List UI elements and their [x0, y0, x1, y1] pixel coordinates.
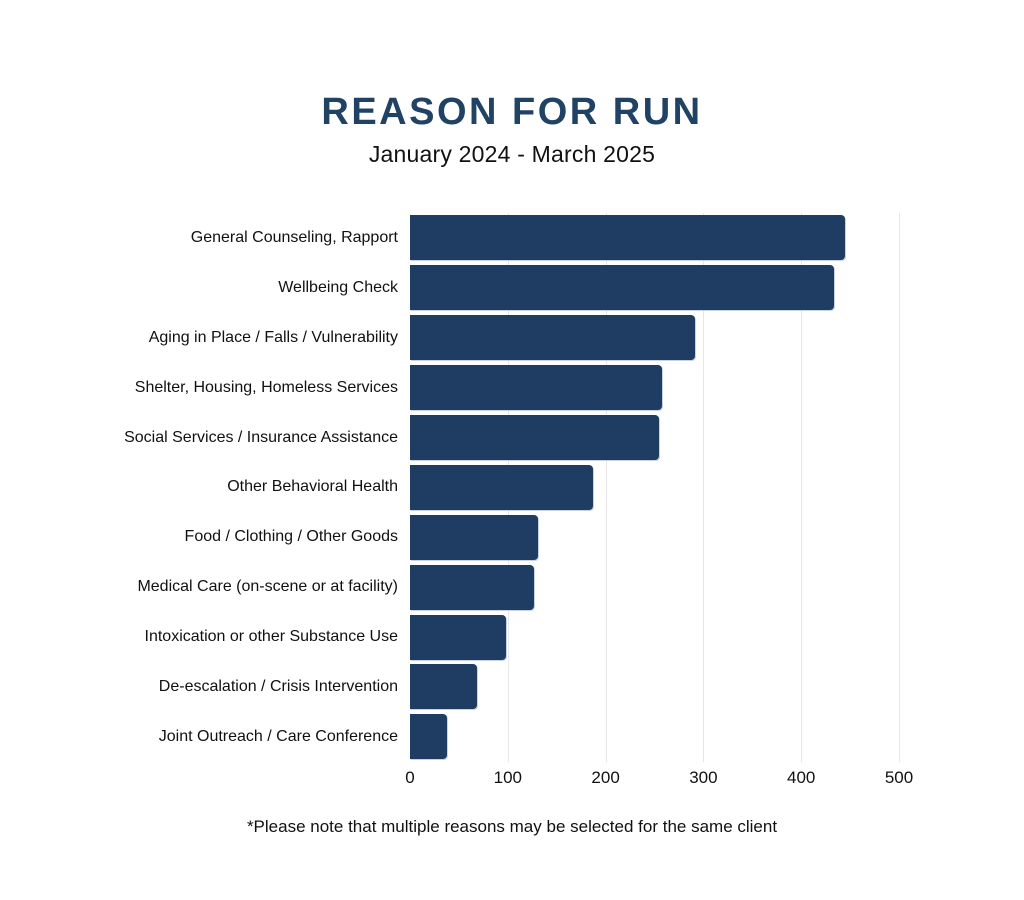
bar-5	[410, 415, 660, 460]
category-label: Aging in Place / Falls / Vulnerability	[148, 328, 398, 346]
category-label: Intoxication or other Substance Use	[144, 628, 398, 646]
bar-6	[410, 464, 593, 510]
x-axis: 0 100 200 300 400 500	[0, 768, 1024, 792]
bar-track	[410, 215, 1024, 261]
chart-header: REASON FOR RUN January 2024 - March 2025	[0, 91, 1024, 168]
gridline-x-200	[605, 213, 607, 762]
bar-1	[410, 215, 846, 261]
category-label: Social Services / Insurance Assistance	[124, 428, 398, 446]
gridline-x-400	[801, 213, 803, 762]
chart-row: Other Behavioral Health	[0, 462, 1024, 512]
bar-2	[410, 265, 835, 311]
category-label: Wellbeing Check	[278, 278, 398, 296]
bar-track	[410, 464, 1024, 510]
gridline-x-300	[703, 213, 705, 762]
bar-10	[410, 664, 477, 710]
x-tick-label-500: 500	[884, 768, 914, 787]
bar-track	[410, 415, 1024, 460]
x-tick-label-300: 300	[689, 768, 718, 787]
bar-9	[410, 614, 506, 660]
bar-track	[410, 265, 1024, 311]
bar-chart-plot-area: General Counseling, Rapport Wellbeing Che…	[0, 213, 1024, 762]
x-tick-label-0: 0	[405, 768, 415, 787]
category-label: Joint Outreach / Care Conference	[158, 727, 398, 745]
category-label: Medical Care (on-scene or at facility)	[137, 578, 398, 596]
chart-row: Joint Outreach / Care Conference	[0, 712, 1024, 762]
chart-row: Shelter, Housing, Homeless Services	[0, 363, 1024, 413]
chart-rows: General Counseling, Rapport Wellbeing Che…	[0, 213, 1024, 762]
chart-row: Intoxication or other Substance Use	[0, 612, 1024, 662]
gridline-x-500	[899, 213, 900, 762]
x-tick-label-100: 100	[493, 768, 522, 787]
bar-track	[410, 564, 1024, 610]
category-label: De-escalation / Crisis Intervention	[158, 677, 398, 695]
bar-track	[410, 514, 1024, 560]
chart-row: Wellbeing Check	[0, 263, 1024, 313]
chart-row: Aging in Place / Falls / Vulnerability	[0, 313, 1024, 363]
category-label: General Counseling, Rapport	[190, 228, 398, 246]
chart-title: REASON FOR RUN	[321, 91, 703, 133]
chart-subtitle: January 2024 - March 2025	[368, 140, 656, 167]
category-label: Shelter, Housing, Homeless Services	[134, 378, 398, 396]
bar-3	[410, 315, 695, 361]
bar-track	[410, 714, 1024, 760]
footnote: *Please note that multiple reasons may b…	[246, 817, 778, 836]
bar-track	[410, 365, 1024, 411]
bar-7	[410, 514, 539, 560]
bar-track	[410, 315, 1024, 361]
chart-row: Social Services / Insurance Assistance	[0, 413, 1024, 463]
bar-track	[410, 614, 1024, 660]
x-tick-label-400: 400	[787, 768, 816, 787]
category-label: Other Behavioral Health	[227, 478, 398, 496]
chart-row: General Counseling, Rapport	[0, 213, 1024, 263]
chart-row: Medical Care (on-scene or at facility)	[0, 562, 1024, 612]
bar-8	[410, 564, 535, 610]
bar-11	[410, 714, 448, 760]
chart-row: De-escalation / Crisis Intervention	[0, 662, 1024, 712]
bar-4	[410, 365, 663, 411]
chart-row: Food / Clothing / Other Goods	[0, 512, 1024, 562]
category-label: Food / Clothing / Other Goods	[184, 528, 398, 546]
bar-track	[410, 664, 1024, 710]
x-tick-label-200: 200	[591, 768, 620, 787]
